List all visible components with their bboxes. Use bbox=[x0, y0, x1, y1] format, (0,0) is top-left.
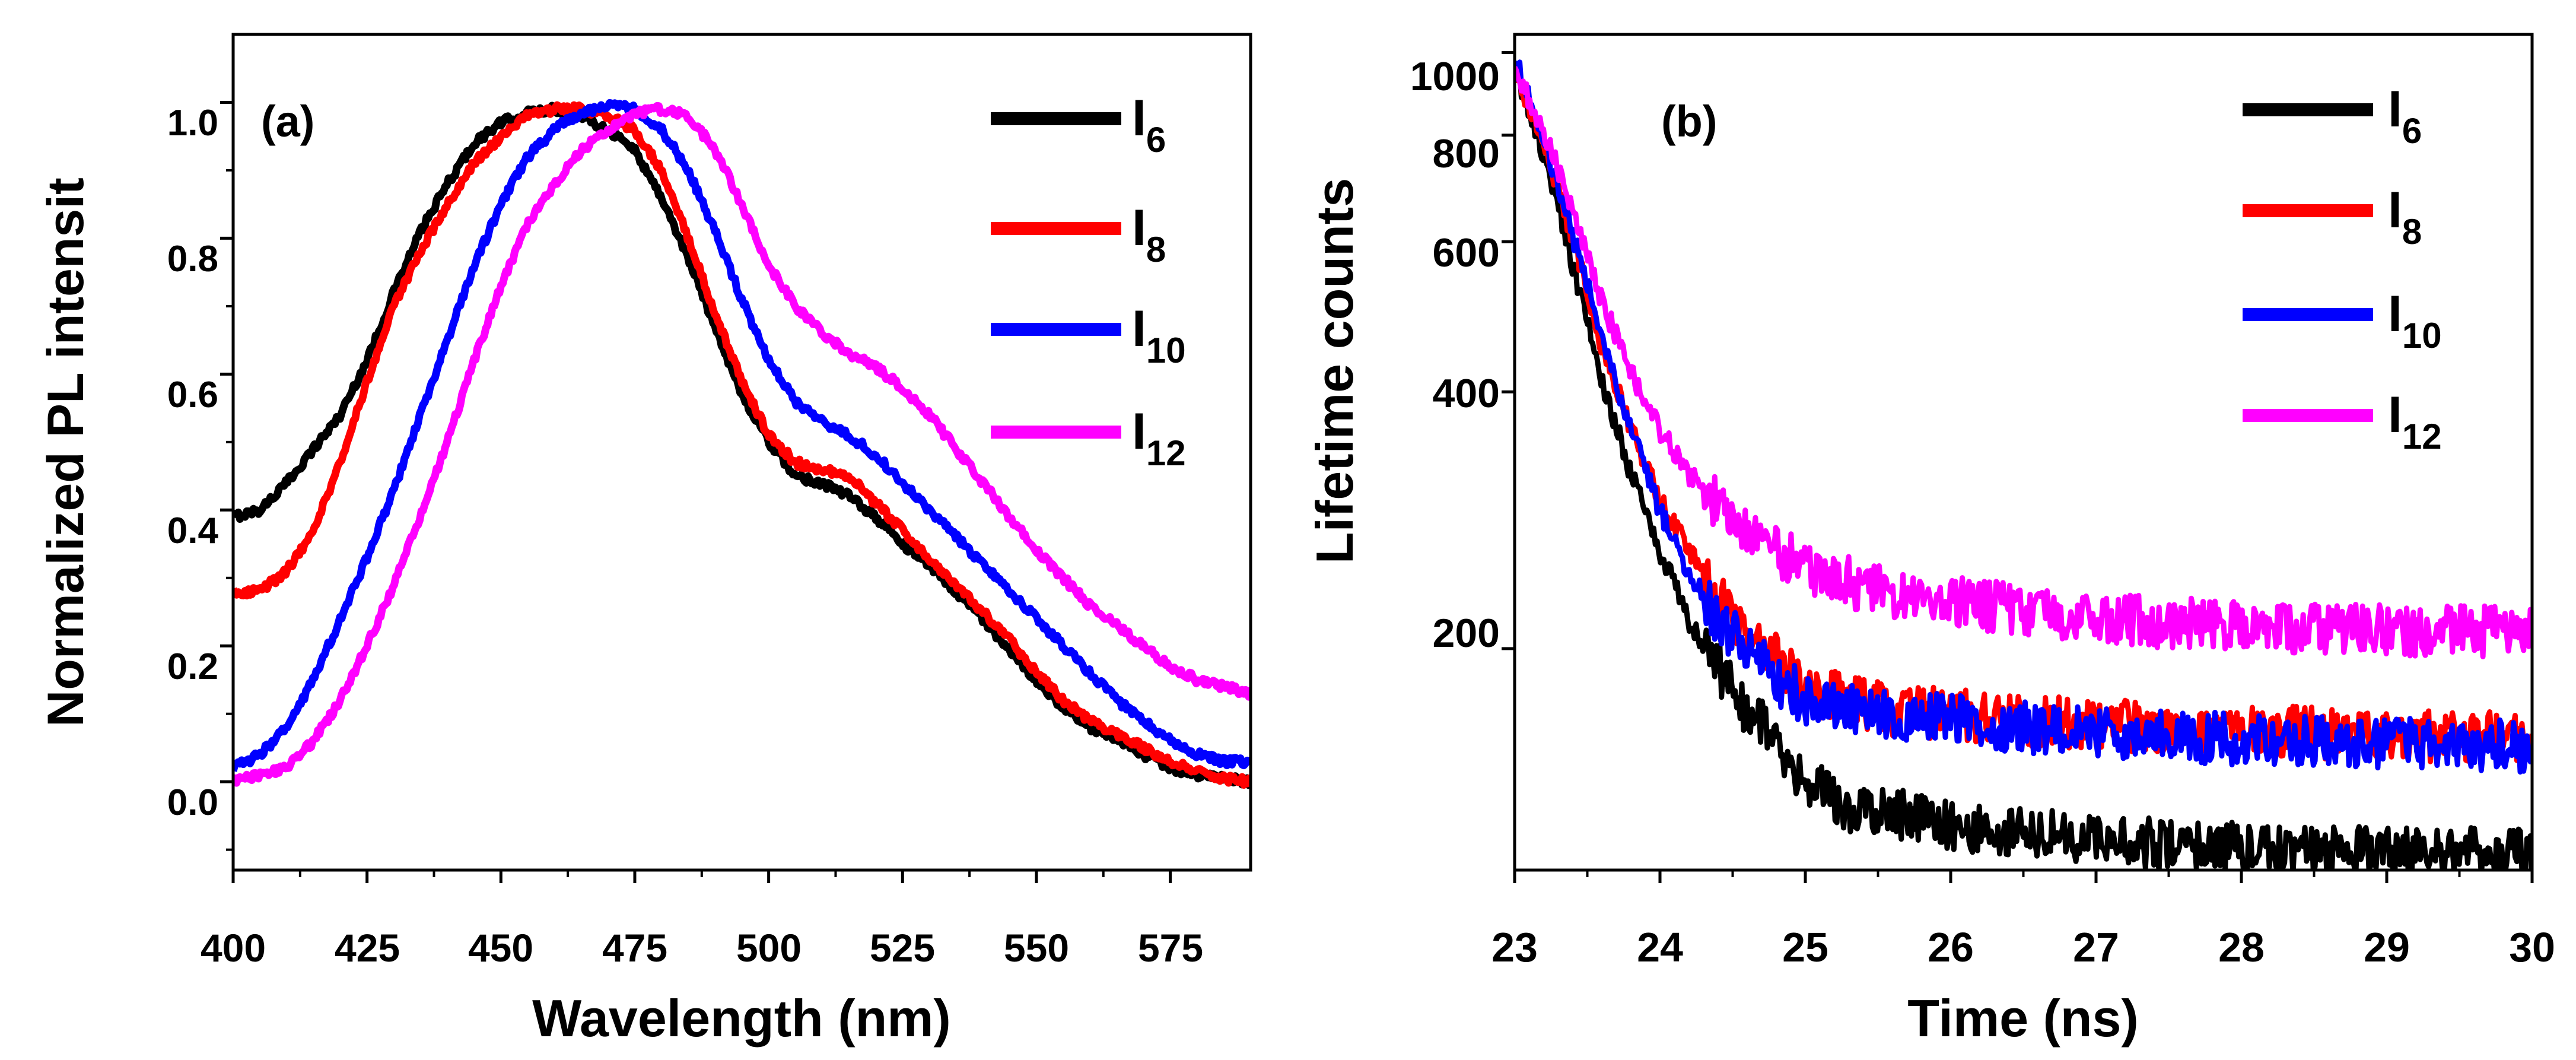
panel-a-axes-frame bbox=[231, 33, 1252, 872]
panel-a-x-tick-label: 475 bbox=[602, 926, 667, 970]
panel-a-y-tick-label: 0.0 bbox=[167, 782, 218, 823]
panel-a-plot-area bbox=[233, 99, 1251, 789]
panel-a-series-line-I10 bbox=[233, 99, 1251, 772]
panel-b-y-tick-label: 800 bbox=[1433, 131, 1500, 176]
panel-b-x-tick-label: 24 bbox=[1637, 924, 1683, 970]
panel-b-lifetime-decay: 23 24 25 26 27 28 29 30 200 400 600 800 … bbox=[1305, 33, 2555, 1048]
panel-a-legend-label: I8 bbox=[1132, 199, 1166, 269]
panel-b-legend: I6 I8 I10 I12 bbox=[2243, 81, 2442, 456]
panel-a-y-tick-label: 0.6 bbox=[167, 375, 218, 415]
panel-a-x-tick-label: 550 bbox=[1004, 926, 1069, 970]
panel-b-series-line-I8 bbox=[1515, 65, 2532, 766]
panel-a-legend: I6 I8 I10 I12 bbox=[991, 90, 1186, 473]
panel-b-x-tick-label: 23 bbox=[1491, 924, 1538, 970]
panel-a-legend-label: I12 bbox=[1132, 403, 1186, 473]
panel-a-ticks bbox=[220, 100, 1172, 883]
panel-b-x-tick-label: 25 bbox=[1782, 924, 1828, 970]
panel-b-series-line-I6 bbox=[1515, 61, 2532, 870]
panel-a-series-line-I6 bbox=[233, 101, 1251, 789]
panel-a-x-tick-label: 425 bbox=[335, 926, 400, 970]
panel-a-x-tick-label: 525 bbox=[870, 926, 935, 970]
panel-b-y-tick-label: 400 bbox=[1433, 371, 1500, 416]
panel-a-y-tick-label: 0.2 bbox=[167, 646, 218, 687]
panel-a-panel-label: (a) bbox=[261, 97, 314, 146]
panel-b-x-tick-label: 26 bbox=[1928, 924, 1974, 970]
panel-a-y-tick-label: 0.8 bbox=[167, 239, 218, 280]
panel-b-x-tick-label: 27 bbox=[2073, 924, 2119, 970]
panel-b-series-line-I10 bbox=[1515, 59, 2532, 775]
panel-b-x-tick-label: 30 bbox=[2509, 924, 2555, 970]
panel-a-y-tick-label: 1.0 bbox=[167, 103, 218, 144]
panel-a-legend-label: I10 bbox=[1132, 300, 1186, 370]
panel-b-legend-label: I8 bbox=[2388, 182, 2422, 252]
panel-b-x-tick-label: 28 bbox=[2218, 924, 2265, 970]
panel-a-x-tick-label: 500 bbox=[736, 926, 802, 970]
panel-a-pl-spectra: 400 425 450 475 500 525 550 575 0.0 0.2 … bbox=[37, 33, 1252, 1048]
panel-b-legend-label: I6 bbox=[2388, 81, 2422, 151]
panel-b-y-tick-label: 1000 bbox=[1410, 54, 1500, 99]
panel-b-y-tick-label: 200 bbox=[1433, 611, 1500, 656]
panel-a-y-tick-label: 0.4 bbox=[167, 510, 219, 551]
panel-b-series-line-I12 bbox=[1515, 66, 2532, 659]
panel-a-x-axis-title: Wavelength (nm) bbox=[532, 989, 951, 1048]
panel-b-panel-label: (b) bbox=[1661, 97, 1718, 146]
panel-b-plot-area bbox=[1515, 59, 2532, 870]
panel-b-y-tick-label: 600 bbox=[1433, 230, 1500, 275]
panel-a-x-tick-label: 575 bbox=[1138, 926, 1203, 970]
panel-b-x-tick-label: 29 bbox=[2364, 924, 2410, 970]
panel-a-series-line-I12 bbox=[233, 101, 1251, 787]
panel-a-y-axis-title: Normalized PL intensit bbox=[37, 177, 94, 726]
panel-a-legend-label: I6 bbox=[1132, 90, 1166, 160]
panel-a-x-tick-label: 450 bbox=[468, 926, 533, 970]
panel-a-series-line-I8 bbox=[233, 101, 1251, 789]
panel-a-x-tick-label: 400 bbox=[201, 926, 266, 970]
panel-b-ticks bbox=[1502, 50, 2534, 883]
panel-b-x-axis-title: Time (ns) bbox=[1907, 989, 2139, 1048]
panel-b-legend-label: I10 bbox=[2388, 285, 2442, 356]
panel-b-legend-label: I12 bbox=[2388, 386, 2442, 456]
panel-b-y-axis-title: Lifetime counts bbox=[1305, 178, 1364, 564]
